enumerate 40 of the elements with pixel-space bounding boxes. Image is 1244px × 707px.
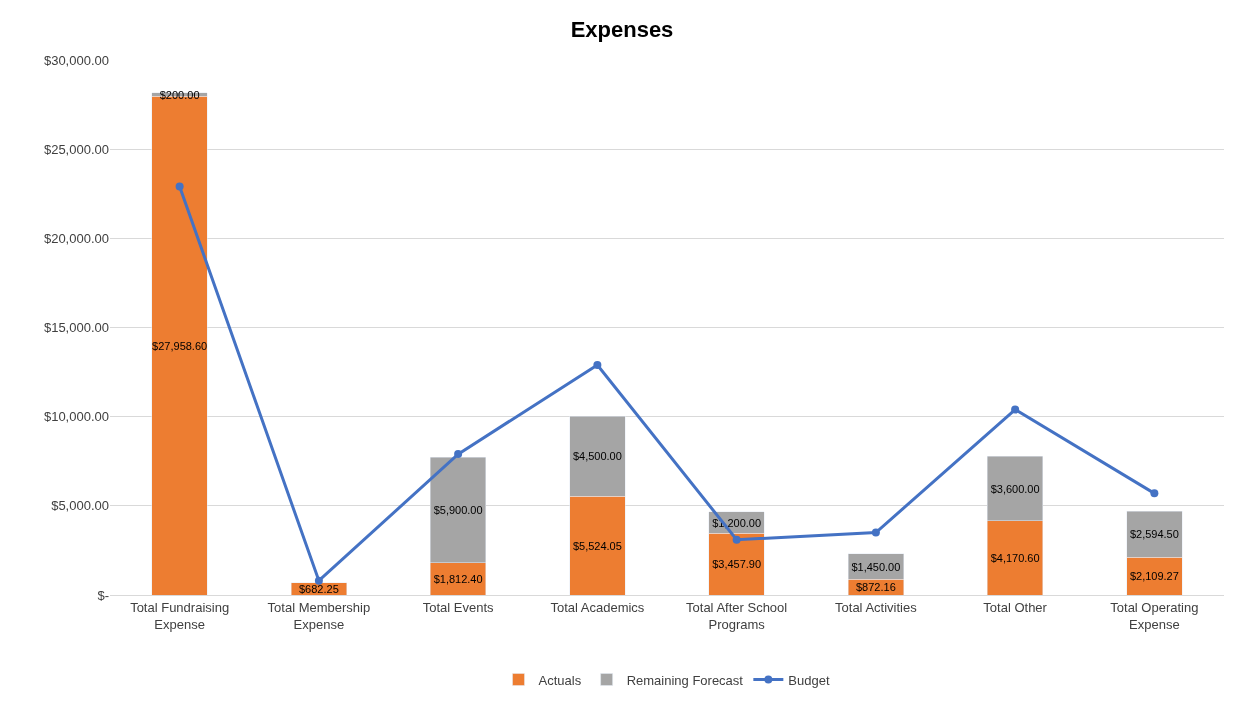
- chart-title: Expenses: [570, 16, 674, 42]
- x-tick-label: Total Academics: [550, 599, 645, 615]
- x-tick-label: Total Events: [422, 599, 495, 615]
- y-tick-label: $10,000.00: [43, 409, 109, 425]
- point: [593, 360, 602, 369]
- x-tick-label: Total Membership Expense: [267, 599, 371, 632]
- legend-label: Remaining Forecast: [626, 672, 744, 688]
- point: [314, 576, 323, 585]
- y-tick-label: $20,000.00: [43, 230, 109, 246]
- x-tick-label: Total After School Programs: [686, 599, 788, 632]
- data-label: $1,450.00: [851, 560, 901, 573]
- x-tick-label: Total Activities: [835, 599, 918, 615]
- x-tick-label: Total Operating Expense: [1110, 599, 1199, 632]
- data-label: $682.25: [299, 582, 339, 595]
- y-tick-label: $15,000.00: [43, 320, 109, 336]
- point: [454, 450, 463, 459]
- x-tick-label: Total Other: [983, 599, 1048, 615]
- data-label: $3,600.00: [990, 482, 1040, 495]
- data-label: $2,109.27: [1129, 570, 1179, 583]
- legend-label: Actuals: [538, 672, 582, 688]
- y-tick-label: $5,000.00: [51, 498, 109, 514]
- data-label: $3,457.90: [712, 558, 762, 571]
- y-tick-label: $-: [97, 587, 109, 603]
- point: [175, 182, 184, 191]
- data-label: $5,524.05: [572, 539, 622, 552]
- y-tick-label: $25,000.00: [43, 141, 109, 157]
- legend-label: Budget: [788, 672, 830, 688]
- x-tick-label: Total Fundraising Expense: [130, 599, 230, 632]
- y-tick-label: $30,000.00: [43, 52, 109, 68]
- point: [1011, 405, 1020, 414]
- point: [732, 535, 741, 544]
- data-label: $1,812.40: [433, 572, 483, 585]
- data-label: $27,958.60: [152, 339, 208, 352]
- data-label: $4,170.60: [990, 551, 1040, 564]
- point: [1150, 489, 1159, 498]
- data-label: $2,594.50: [1129, 528, 1179, 541]
- data-label: $4,500.00: [572, 450, 622, 463]
- data-label: $5,900.00: [433, 504, 483, 517]
- data-label: $872.16: [856, 581, 896, 594]
- point: [871, 528, 880, 537]
